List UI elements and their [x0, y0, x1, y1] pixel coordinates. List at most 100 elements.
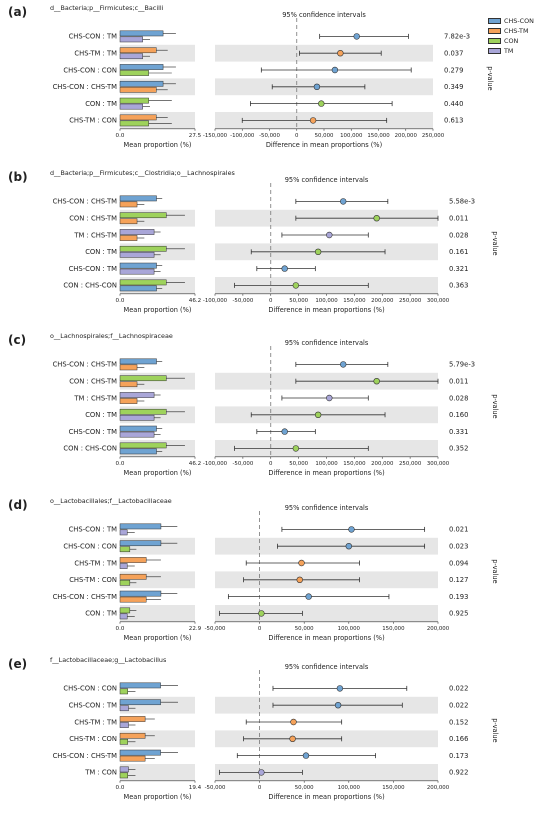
difference-point	[290, 718, 297, 726]
difference-point	[373, 378, 380, 385]
mean-bar-chs-tm	[119, 573, 147, 580]
difference-point	[314, 411, 322, 418]
legend-swatch	[488, 47, 501, 54]
left-tick-label: 19.4	[189, 785, 202, 791]
p-value-label: 0.166	[449, 735, 468, 743]
right-tick-label: -50,000	[205, 785, 226, 791]
row-shade	[120, 277, 195, 294]
row-shade	[120, 730, 195, 748]
row-shade	[120, 44, 195, 62]
mean-bar-chs-con	[119, 448, 157, 455]
p-value-label: 0.349	[444, 83, 463, 91]
row-shade	[215, 764, 438, 781]
p-value-label: 5.58e-3	[449, 198, 475, 206]
left-tick-label: 0.0	[116, 133, 125, 139]
mean-bar-chs-tm	[119, 557, 147, 563]
row-label: TM : CHS-TM	[73, 394, 117, 402]
row-shade	[120, 372, 195, 390]
row-label: CHS-CON : TM	[69, 526, 118, 534]
right-tick-label: 150,000	[343, 461, 366, 467]
difference-point	[373, 215, 380, 222]
difference-point	[340, 198, 347, 205]
difference-point	[296, 576, 303, 583]
mean-bar-chs-con	[119, 80, 164, 87]
legend-item: CON	[488, 36, 548, 45]
mean-bar-chs-con	[119, 540, 162, 547]
panel-letter: (c)	[8, 333, 26, 347]
p-value-label: 0.023	[449, 543, 468, 551]
row-shade	[215, 605, 438, 622]
row-label: CHS-CON : CON	[63, 543, 117, 551]
row-label: CHS-TM : CON	[69, 117, 117, 125]
row-label: TM : CON	[84, 769, 117, 777]
legend-item: TM	[488, 46, 548, 55]
mean-bar-chs-con	[119, 749, 161, 756]
p-value-label: 0.613	[444, 117, 463, 125]
row-label: CON : CHS-TM	[69, 215, 117, 223]
right-tick-label: 50,000	[289, 461, 308, 467]
p-value-label: 5.79e-3	[449, 361, 475, 369]
p-value-label: 0.161	[449, 248, 468, 256]
difference-point	[281, 265, 288, 272]
right-tick-label: -100,000	[230, 133, 255, 139]
mean-bar-chs-con	[119, 682, 161, 689]
left-tick-label: 0.0	[116, 461, 125, 467]
mean-bar-chs-tm	[119, 86, 157, 93]
ci-title: 95% confidence intervals	[285, 663, 369, 671]
mean-bar-chs-con	[119, 64, 164, 70]
difference-point	[348, 526, 355, 533]
right-tick-label: 100,000	[315, 298, 338, 304]
difference-point	[326, 394, 333, 402]
legend-label: TM	[504, 46, 514, 55]
left-axis-label: Mean proportion (%)	[124, 634, 192, 642]
mean-bar-tm	[119, 431, 155, 438]
p-value-label: 0.022	[449, 685, 468, 693]
difference-point	[314, 248, 322, 256]
row-label: CON : CHS-CON	[63, 445, 117, 453]
mean-bar-chs-tm	[119, 732, 146, 739]
right-tick-label: 150,000	[382, 785, 405, 791]
difference-point	[318, 100, 325, 107]
legend-label: CON	[504, 36, 519, 45]
panel-letter: (e)	[8, 657, 27, 671]
row-label: CON : TM	[85, 248, 117, 256]
difference-point	[334, 701, 342, 709]
mean-bar-tm	[119, 229, 155, 235]
right-tick-label: 0	[258, 785, 262, 791]
mean-bar-con	[119, 70, 149, 76]
p-value-label: 0.160	[449, 411, 468, 419]
mean-bar-chs-tm	[119, 235, 138, 241]
right-axis-label: Difference in mean proportions (%)	[266, 141, 382, 149]
mean-bar-con	[119, 688, 128, 695]
mean-bar-chs-tm	[119, 716, 146, 722]
panel-title: o__Lactobacillales;f__Lactobacillaceae	[50, 497, 172, 505]
right-tick-label: -100,000	[203, 298, 228, 304]
right-tick-label: 150,000	[343, 298, 366, 304]
p-value-label: 0.037	[444, 50, 463, 58]
mean-bar-chs-tm	[119, 381, 138, 388]
right-tick-label: 150,000	[367, 133, 390, 139]
difference-point	[337, 49, 344, 57]
mean-bar-con	[119, 442, 167, 449]
row-shade	[120, 406, 195, 424]
difference-point	[281, 428, 288, 435]
right-tick-label: 150,000	[382, 626, 405, 632]
right-tick-label: 100,000	[315, 461, 338, 467]
right-tick-label: 300,000	[427, 298, 450, 304]
mean-bar-tm	[119, 705, 129, 712]
right-tick-label: 250,000	[422, 133, 445, 139]
row-label: CHS-TM : TM	[74, 559, 117, 567]
difference-point	[336, 685, 344, 692]
right-axis-label: Difference in mean proportions (%)	[268, 793, 384, 801]
p-value-label: 0.279	[444, 66, 463, 74]
p-value-label: 0.173	[449, 752, 468, 760]
mean-bar-tm	[119, 103, 143, 110]
left-tick-label: 0.0	[116, 785, 125, 791]
mean-bar-chs-tm	[119, 398, 138, 404]
right-tick-label: 0	[269, 298, 273, 304]
mean-bar-chs-tm	[119, 755, 146, 762]
p-value-axis-label: p-value	[486, 66, 494, 90]
difference-point	[305, 593, 312, 600]
difference-point	[302, 752, 310, 759]
left-tick-label: 46.2	[189, 298, 201, 304]
